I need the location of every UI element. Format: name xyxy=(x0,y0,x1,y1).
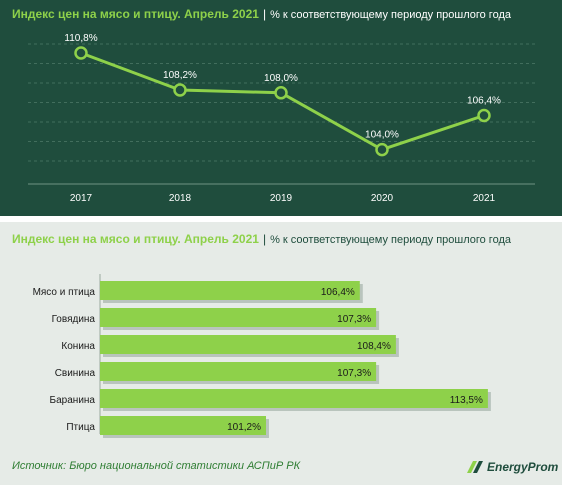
bar-category-label: Свинина xyxy=(55,368,96,379)
line-data-label: 104,0% xyxy=(365,130,399,141)
logo-text: EnergyProm xyxy=(487,460,559,474)
line-x-tick-label: 2018 xyxy=(169,193,192,204)
bar-category-label: Мясо и птица xyxy=(33,287,96,298)
line-chart-title-main: Индекс цен на мясо и птицу. Апрель 2021 xyxy=(12,7,259,21)
bar xyxy=(100,308,377,327)
bar-category-label: Конина xyxy=(61,341,95,352)
bar-chart-title-main: Индекс цен на мясо и птицу. Апрель 2021 xyxy=(12,232,259,246)
line-point xyxy=(173,83,187,97)
bar-category-label: Птица xyxy=(66,422,95,433)
line-chart-panel xyxy=(0,0,562,216)
bar-chart-title: Индекс цен на мясо и птицу. Апрель 2021 |… xyxy=(12,232,511,246)
bar xyxy=(100,362,377,381)
line-x-tick-label: 2020 xyxy=(371,193,394,204)
bar xyxy=(100,416,266,435)
line-point xyxy=(477,108,491,123)
line-point xyxy=(274,86,288,100)
bar xyxy=(100,389,488,408)
line-chart-gridlines xyxy=(28,43,535,162)
line-point xyxy=(74,46,88,60)
source-note: Источник: Бюро национальной статистики А… xyxy=(12,460,301,472)
line-x-tick-label: 2017 xyxy=(70,193,93,204)
energyprom-logo: EnergyProm xyxy=(466,458,558,476)
bar-data-label: 107,3% xyxy=(337,368,371,379)
line-data-label: 108,2% xyxy=(163,70,197,81)
line-x-tick-label: 2021 xyxy=(473,193,496,204)
bar-chart-subtitle: % к соответствующему периоду прошлого го… xyxy=(270,234,511,246)
bar-data-label: 108,4% xyxy=(357,341,391,352)
bar-data-label: 101,2% xyxy=(227,422,261,433)
bar-data-label: 106,4% xyxy=(321,287,355,298)
energyprom-logo-icon xyxy=(467,461,483,473)
line-x-tick-label: 2019 xyxy=(270,193,293,204)
bar-data-label: 107,3% xyxy=(337,314,371,325)
line-data-label: 110,8% xyxy=(64,33,97,44)
line-data-label: 106,4% xyxy=(467,96,501,107)
bar-category-label: Говядина xyxy=(52,314,96,325)
line-chart-title: Индекс цен на мясо и птицу. Апрель 2021 |… xyxy=(12,7,511,21)
line-chart: 110,8% 2017 108,2% 2018 108,0% 2019 104,0% 2020… xyxy=(28,33,535,204)
line-chart-subtitle: % к соответствующему периоду прошлого го… xyxy=(270,9,511,21)
bar-data-label: 113,5% xyxy=(450,395,483,406)
line-point xyxy=(375,142,389,157)
bar-category-label: Баранина xyxy=(50,395,96,406)
bar-chart-title-separator: | xyxy=(262,232,267,246)
line-chart-title-separator: | xyxy=(262,7,267,21)
line-data-label: 108,0% xyxy=(264,73,298,84)
bar xyxy=(100,335,396,354)
bar xyxy=(100,281,360,300)
